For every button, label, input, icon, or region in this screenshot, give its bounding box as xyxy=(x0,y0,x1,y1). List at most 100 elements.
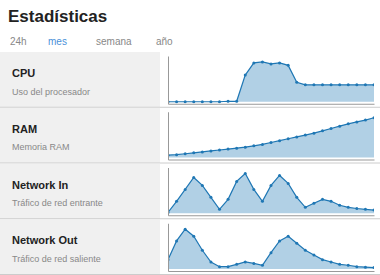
chart-title: CPU xyxy=(12,67,35,79)
marks xyxy=(168,60,374,103)
point xyxy=(235,263,238,266)
point xyxy=(209,149,212,152)
point xyxy=(218,100,221,103)
point xyxy=(338,125,341,128)
point xyxy=(287,235,290,238)
point xyxy=(209,196,212,199)
point xyxy=(287,137,290,140)
point xyxy=(184,100,187,103)
point xyxy=(278,174,281,177)
point xyxy=(330,260,333,263)
line xyxy=(168,173,374,212)
line xyxy=(168,118,374,155)
point xyxy=(364,266,367,269)
point xyxy=(347,83,350,86)
y-axis xyxy=(168,112,169,160)
point xyxy=(295,81,298,84)
point xyxy=(235,180,238,183)
point xyxy=(175,153,178,156)
page-title: Estadísticas xyxy=(8,7,107,26)
point xyxy=(373,116,375,119)
point xyxy=(364,83,367,86)
point xyxy=(287,64,290,67)
line xyxy=(168,62,374,102)
point xyxy=(270,141,273,144)
plot xyxy=(167,168,376,216)
point xyxy=(287,182,290,185)
point xyxy=(295,135,298,138)
point xyxy=(373,83,375,86)
point xyxy=(270,184,273,187)
point xyxy=(201,150,204,153)
point xyxy=(338,83,341,86)
y-axis-line xyxy=(168,112,169,160)
area xyxy=(168,229,374,269)
area xyxy=(168,62,374,102)
chart-title: RAM xyxy=(12,123,37,135)
y-axis-line xyxy=(168,224,169,272)
point xyxy=(192,176,195,179)
point xyxy=(244,172,247,175)
row-separator xyxy=(0,107,380,108)
point xyxy=(295,196,298,199)
point xyxy=(278,61,281,64)
point xyxy=(373,266,375,269)
point xyxy=(227,100,230,103)
point xyxy=(304,134,307,137)
point xyxy=(244,146,247,149)
nav-item: año xyxy=(156,36,173,47)
x-axis xyxy=(169,215,375,216)
point xyxy=(235,100,238,103)
point xyxy=(218,208,221,211)
point xyxy=(312,83,315,86)
point xyxy=(355,83,358,86)
dashboard: Estadísticas24hmessemanaañoCPUUso del pr… xyxy=(0,0,380,275)
point xyxy=(347,264,350,267)
point xyxy=(184,188,187,191)
point xyxy=(304,249,307,252)
row-background xyxy=(0,108,160,164)
point xyxy=(209,100,212,103)
point xyxy=(330,200,333,203)
point xyxy=(201,184,204,187)
point xyxy=(235,147,238,150)
row-background xyxy=(0,219,160,275)
chart-row: RAMMemoria RAM xyxy=(0,108,380,164)
chart-row: Network InTráfico de red entrante xyxy=(0,164,380,220)
y-axis xyxy=(168,224,169,272)
marks xyxy=(168,172,374,214)
point xyxy=(278,239,281,242)
area xyxy=(168,173,374,213)
point xyxy=(252,188,255,191)
point xyxy=(347,122,350,125)
x-axis-line xyxy=(169,160,375,161)
chart-subtitle: Tráfico de red saliente xyxy=(12,254,101,264)
row-separator xyxy=(0,163,380,164)
point xyxy=(218,149,221,152)
point xyxy=(373,209,375,212)
chart-row: Network Out Tráfico de red saliente xyxy=(0,219,380,275)
point xyxy=(338,204,341,207)
chart-title: Network Out xyxy=(12,234,78,246)
point xyxy=(295,242,298,245)
point xyxy=(184,228,187,231)
row-separator xyxy=(0,218,380,219)
point xyxy=(244,260,247,263)
point xyxy=(184,152,187,155)
point xyxy=(270,251,273,254)
point xyxy=(175,200,178,203)
point xyxy=(304,206,307,209)
point xyxy=(355,207,358,210)
marks xyxy=(168,228,374,269)
line xyxy=(168,229,374,267)
y-axis xyxy=(168,57,169,105)
point xyxy=(201,249,204,252)
point xyxy=(312,202,315,205)
point xyxy=(321,198,324,201)
chart-subtitle: Uso del procesador xyxy=(12,87,90,97)
point xyxy=(227,265,230,268)
point xyxy=(278,139,281,142)
chart-subtitle: Tráfico de red entrante xyxy=(12,198,103,208)
nav-item: 24h xyxy=(10,36,27,47)
point xyxy=(252,262,255,265)
